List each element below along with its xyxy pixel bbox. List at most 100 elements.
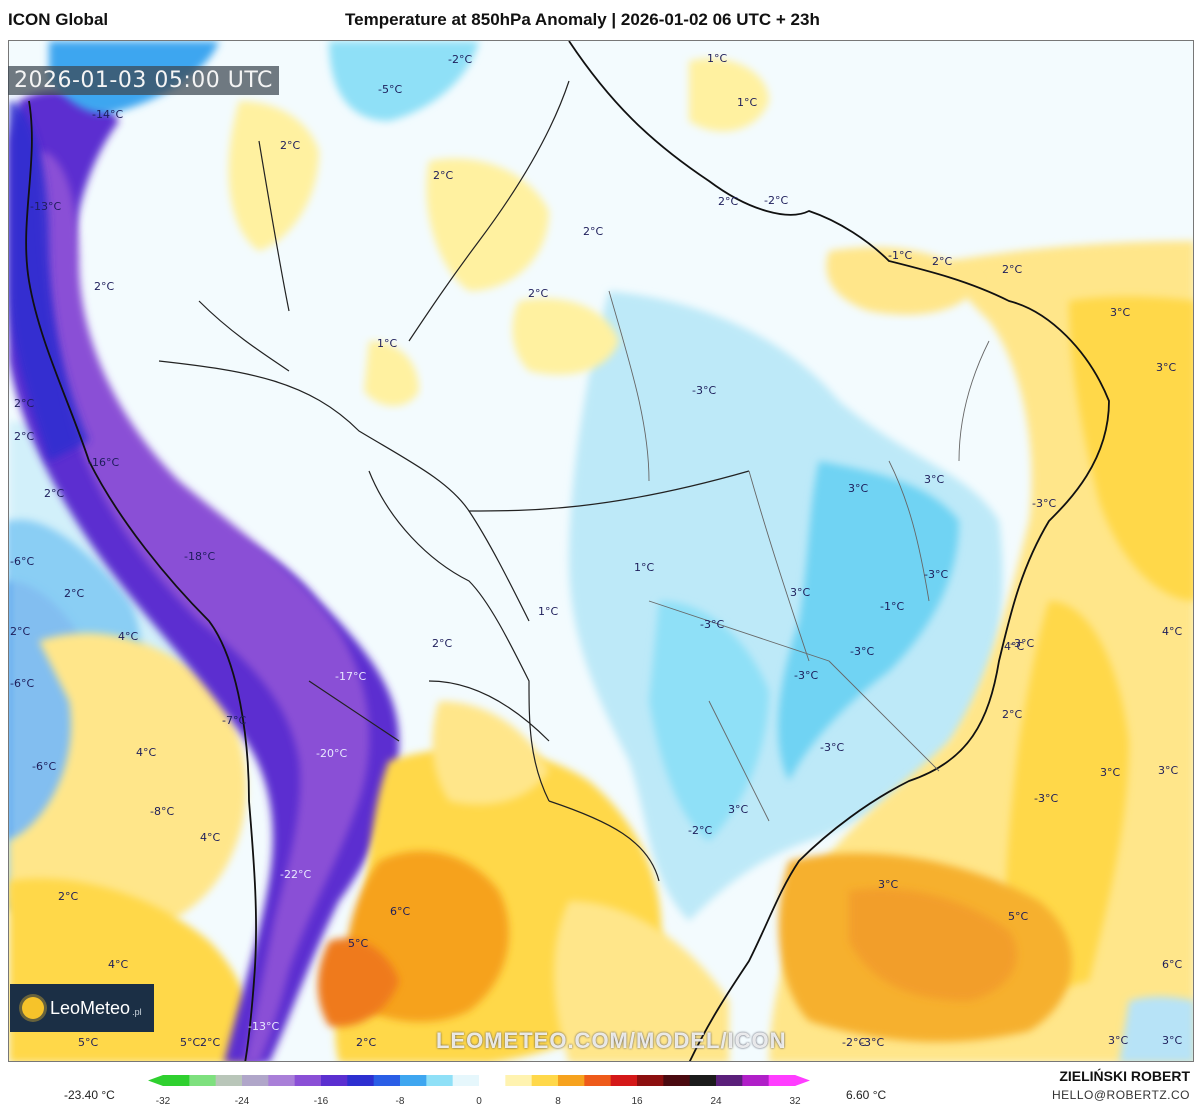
colorbar-swatch bbox=[373, 1075, 401, 1086]
temperature-label: 3°C bbox=[1156, 361, 1177, 374]
temperature-label: 2°C bbox=[583, 225, 604, 238]
temperature-label: 4°C bbox=[200, 831, 221, 844]
temperature-label: 2°C bbox=[1002, 708, 1023, 721]
temperature-label: 3°C bbox=[848, 482, 869, 495]
temperature-label: 5°C bbox=[348, 937, 369, 950]
temperature-label: -17°C bbox=[335, 670, 367, 683]
temperature-label: -3°C bbox=[924, 568, 949, 581]
coastline-east bbox=[568, 41, 1110, 1061]
colorbar-swatch bbox=[610, 1075, 638, 1086]
temperature-label: -3°C bbox=[692, 384, 717, 397]
temperature-label: 3°C bbox=[878, 878, 899, 891]
temperature-label: 4°C bbox=[1004, 640, 1025, 653]
temperature-label: -2°C bbox=[688, 824, 713, 837]
colorbar-max-arrow bbox=[795, 1075, 810, 1086]
temperature-label: -3°C bbox=[820, 741, 845, 754]
colorbar-min-label: -23.40 °C bbox=[64, 1088, 115, 1102]
colorbar-swatch bbox=[321, 1075, 348, 1086]
country-borders bbox=[158, 80, 750, 882]
temperature-label: 2°C bbox=[280, 139, 301, 152]
colorbar-swatch bbox=[268, 1075, 296, 1086]
temperature-label: -18°C bbox=[184, 550, 216, 563]
colorbar-swatch bbox=[294, 1075, 322, 1086]
temperature-label: 2°C bbox=[10, 625, 31, 638]
colorbar-swatch bbox=[189, 1075, 217, 1086]
temperature-label: 2°C bbox=[44, 487, 65, 500]
colorbar-swatch bbox=[400, 1075, 427, 1086]
colorbar-swatch bbox=[558, 1075, 585, 1086]
colorbar-swatch bbox=[716, 1075, 743, 1086]
temperature-label: 4°C bbox=[108, 958, 129, 971]
temperature-label: -16°C bbox=[88, 456, 120, 469]
temperature-label: 2°C bbox=[718, 195, 739, 208]
temperature-label: 4°C bbox=[1162, 625, 1183, 638]
colorbar-min-arrow bbox=[148, 1075, 163, 1086]
temperature-label: 1°C bbox=[538, 605, 559, 618]
temperature-label: -13°C bbox=[30, 200, 62, 213]
colorbar-tick-label: 0 bbox=[476, 1096, 482, 1107]
temperature-label: 6°C bbox=[390, 905, 411, 918]
colorbar-swatch bbox=[505, 1075, 533, 1086]
temperature-label: -3°C bbox=[1032, 497, 1057, 510]
temperature-label: 3°C bbox=[1100, 766, 1121, 779]
valid-time-badge: 2026-01-03 05:00 UTC bbox=[8, 66, 279, 95]
temperature-label: 1°C bbox=[707, 52, 728, 65]
map-title: Temperature at 850hPa Anomaly | 2026-01-… bbox=[345, 10, 820, 29]
temperature-label: -13°C bbox=[248, 1020, 280, 1033]
colorbar-swatch bbox=[584, 1075, 612, 1086]
colorbar-swatch bbox=[242, 1075, 269, 1086]
model-name: ICON Global bbox=[8, 10, 109, 29]
temperature-label: 2°C bbox=[528, 287, 549, 300]
map-canvas bbox=[9, 41, 1193, 1061]
colorbar-swatch bbox=[689, 1075, 717, 1086]
temperature-label: -20°C bbox=[316, 747, 348, 760]
anomaly-map bbox=[8, 40, 1194, 1062]
colorbar-tick-label: -24 bbox=[234, 1096, 250, 1107]
temperature-label: 3°C bbox=[1158, 764, 1179, 777]
sun-icon bbox=[22, 997, 44, 1019]
colorbar-swatch bbox=[426, 1075, 454, 1086]
temperature-label: -8°C bbox=[150, 805, 175, 818]
pacific-warm-field bbox=[9, 633, 247, 941]
temperature-label: 1°C bbox=[377, 337, 398, 350]
temperature-label: 2°C bbox=[433, 169, 454, 182]
temperature-label: 2°C bbox=[356, 1036, 377, 1049]
colorbar-swatch bbox=[215, 1075, 243, 1086]
colorbar bbox=[148, 1075, 810, 1086]
colorbar-swatch bbox=[531, 1075, 559, 1086]
temperature-label: -7°C bbox=[222, 714, 247, 727]
temperature-label: 4°C bbox=[118, 630, 139, 643]
colorbar-swatch bbox=[452, 1075, 480, 1086]
temperature-label: -2°C bbox=[842, 1036, 867, 1049]
temperature-label: 3°C bbox=[728, 803, 749, 816]
temperature-label: -2°C bbox=[448, 53, 473, 66]
temperature-label: 2°C bbox=[200, 1036, 221, 1049]
colorbar-swatch bbox=[163, 1075, 190, 1086]
colorbar-swatch bbox=[663, 1075, 691, 1086]
state-borders bbox=[608, 290, 990, 822]
temperature-label: -3°C bbox=[700, 618, 725, 631]
temperature-label: -3°C bbox=[850, 645, 875, 658]
temperature-label: 2°C bbox=[64, 587, 85, 600]
temperature-label: 5°C bbox=[78, 1036, 99, 1049]
temperature-label: -2°C bbox=[764, 194, 789, 207]
leometeo-logo: LeoMeteo .pl bbox=[10, 984, 154, 1032]
temperature-label: 5°C bbox=[180, 1036, 201, 1049]
temperature-label: 2°C bbox=[14, 430, 35, 443]
temperature-label: -3°C bbox=[794, 669, 819, 682]
source-watermark: LEOMETEO.COM/MODEL/ICON bbox=[436, 1028, 787, 1053]
temperature-label: 3°C bbox=[1110, 306, 1131, 319]
temperature-label: -3°C bbox=[1034, 792, 1059, 805]
colorbar-swatch bbox=[347, 1075, 375, 1086]
temperature-label: -3°C bbox=[1010, 637, 1035, 650]
temperature-label: 4°C bbox=[136, 746, 157, 759]
colorbar-tick-label: 8 bbox=[555, 1096, 561, 1107]
temperature-label: -6°C bbox=[10, 555, 35, 568]
temperature-label: 2°C bbox=[1002, 263, 1023, 276]
colorbar-max-label: 6.60 °C bbox=[846, 1088, 887, 1102]
colorbar-swatch bbox=[637, 1075, 664, 1086]
temperature-label: -3°C bbox=[860, 1036, 885, 1049]
logo-text: LeoMeteo bbox=[50, 997, 131, 1018]
author-email: HELLO@ROBERTZ.CO bbox=[1052, 1088, 1190, 1102]
temperature-label: 3°C bbox=[790, 586, 811, 599]
